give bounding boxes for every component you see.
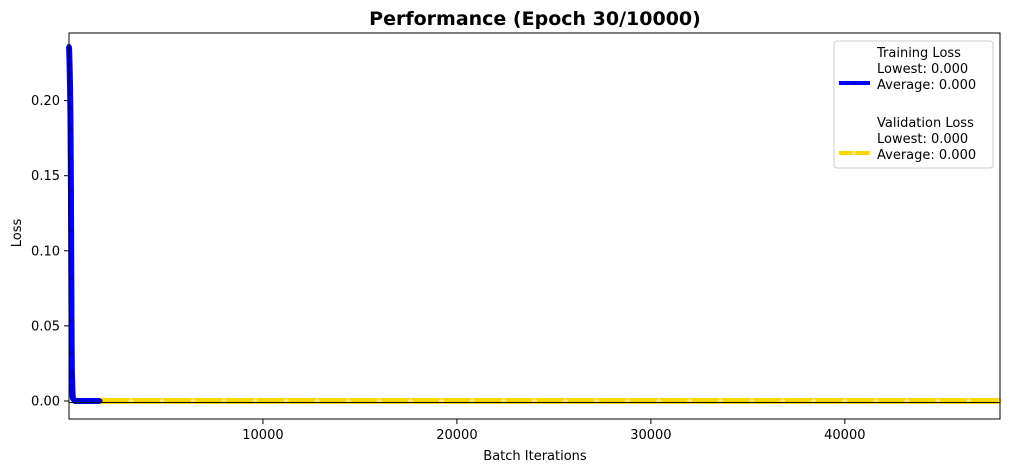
validation-loss-legend-marker [852,151,856,155]
chart-title: Performance (Epoch 30/10000) [369,8,701,30]
y-tick-label: 0.05 [31,319,60,334]
training-loss-point [69,317,75,323]
plot-area [66,44,1003,404]
x-tick-label: 20000 [436,428,477,443]
training-loss-point [67,90,73,96]
x-axis-label: Batch Iterations [483,449,587,464]
training-loss-legend-label: Training Loss [876,46,961,61]
y-tick-label: 0.20 [31,94,60,109]
training-loss-line [66,46,101,404]
x-tick-label: 40000 [824,428,865,443]
training-loss-point [69,389,75,395]
training-loss-legend-marker [852,81,856,85]
training-loss-legend-label: Average: 0.000 [877,78,976,93]
training-loss-point [68,227,74,233]
training-loss-point [67,80,73,86]
x-tick-label: 10000 [242,428,283,443]
y-tick-label: 0.00 [31,394,60,409]
training-loss-legend-label: Lowest: 0.000 [877,62,968,77]
training-loss-point [69,369,75,375]
validation-loss-legend-label: Validation Loss [877,116,974,131]
validation-loss-legend-label: Lowest: 0.000 [877,132,968,147]
legend-box [833,40,994,169]
x-tick-label: 30000 [630,428,671,443]
validation-loss-legend-label: Average: 0.000 [877,148,976,163]
training-loss-point [69,350,75,356]
training-loss-point [67,62,73,68]
y-axis: 0.00 0.05 0.10 0.15 0.20 [31,94,69,409]
y-tick-label: 0.10 [31,244,60,259]
training-loss-point [67,71,73,77]
x-axis: 10000 20000 30000 40000 [242,419,866,443]
training-loss-point [68,275,74,281]
y-tick-label: 0.15 [31,169,60,184]
y-axis-label: Loss [10,219,25,248]
plot-frame [68,32,1001,420]
training-loss-point [69,374,75,380]
training-loss-point [68,186,74,192]
training-loss-point [69,383,75,389]
